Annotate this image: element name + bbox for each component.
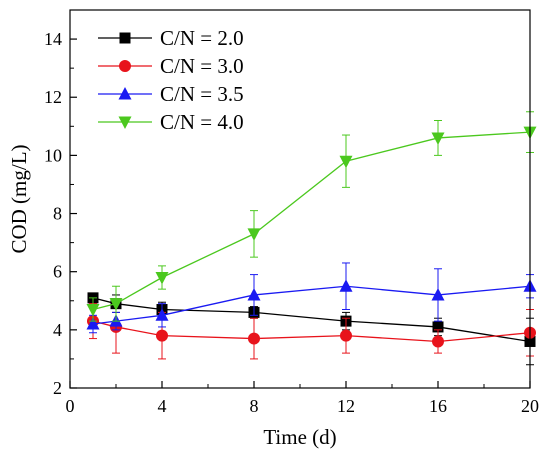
legend-label: C/N = 3.0 [160,54,244,78]
data-point [109,298,123,311]
legend-entry-2: C/N = 3.0 [98,54,244,78]
y-tick-label: 4 [53,320,62,340]
data-point [247,287,261,301]
legend-entry-1: C/N = 2.0 [98,26,244,50]
legend-marker [118,87,132,100]
x-tick-label: 0 [66,396,75,416]
data-point [432,335,444,348]
legend-marker [119,32,131,44]
legend-label: C/N = 2.0 [160,26,244,50]
y-tick-label: 2 [53,378,62,398]
series-1 [87,292,536,366]
x-axis-title: Time (d) [263,425,336,449]
x-tick-label: 12 [337,396,355,416]
data-point [155,272,169,285]
series-3 [86,262,537,334]
y-tick-label: 6 [53,262,62,282]
y-tick-label: 14 [44,29,62,49]
data-point [431,132,445,145]
x-tick-label: 16 [429,396,447,416]
data-point [339,279,353,292]
legend-entry-3: C/N = 3.5 [98,82,244,106]
legend-label: C/N = 4.0 [160,110,244,134]
x-tick-label: 20 [521,396,539,416]
x-tick-label: 8 [250,396,259,416]
data-point [247,228,261,241]
data-point [86,317,100,330]
y-axis-title: COD (mg/L) [7,144,31,253]
series-line [92,131,531,311]
legend: C/N = 2.0 C/N = 3.0 C/N = 3.5 C/N = 4.0 [98,26,244,134]
series-2 [87,300,536,360]
legend-label: C/N = 3.5 [160,82,244,106]
data-point [155,308,169,321]
y-tick-label: 12 [44,87,62,107]
x-tick-label: 4 [158,396,167,416]
data-point [86,303,100,317]
y-tick-label: 8 [53,204,62,224]
data-point [432,321,444,333]
data-point [340,329,352,342]
legend-marker [119,60,131,72]
series-4 [86,111,537,322]
data-point [339,155,353,169]
legend-entry-4: C/N = 4.0 [98,110,244,134]
data-point [431,287,445,301]
data-point [248,332,260,345]
y-tick-label: 10 [44,145,62,165]
series-layer [86,111,537,366]
data-point [156,329,168,342]
legend-marker [118,116,132,129]
